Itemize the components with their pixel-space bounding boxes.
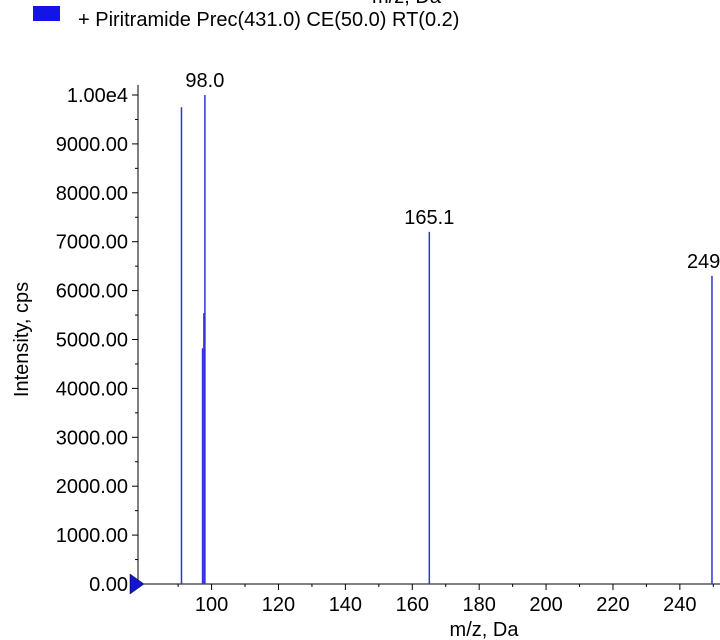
y-tick-label: 4000.00 [56,378,128,400]
x-tick-label: 200 [529,594,562,616]
zero-marker-icon [129,573,145,595]
y-tick-label: 2000.00 [56,476,128,498]
y-tick-label: 6000.00 [56,281,128,303]
y-tick-label: 9000.00 [56,134,128,156]
x-tick-label: 180 [462,594,495,616]
peak-label: 165.1 [404,207,454,229]
y-tick-label: 3000.00 [56,427,128,449]
x-axis-title: m/z, Da [450,619,520,640]
y-tick-label: 7000.00 [56,232,128,254]
x-tick-label: 140 [329,594,362,616]
y-tick-label: 1.00e4 [67,85,128,107]
peak-label: 98.0 [185,70,224,92]
x-tick-label: 120 [262,594,295,616]
legend-text: + Piritramide Prec(431.0) CE(50.0) RT(0.… [78,9,460,31]
y-tick-label: 0.00 [89,574,128,596]
x-tick-label: 220 [596,594,629,616]
x-tick-label: 160 [396,594,429,616]
x-tick-label: 240 [663,594,696,616]
y-tick-label: 8000.00 [56,183,128,205]
top-axis-label-cut: m/z, Da [372,0,441,9]
x-tick-label: 100 [195,594,228,616]
peak-label: 249.6 [687,251,720,273]
legend-swatch [33,6,60,21]
y-tick-label: 1000.00 [56,525,128,547]
y-axis-title: Intensity, cps [11,282,33,397]
y-tick-label: 5000.00 [56,330,128,352]
